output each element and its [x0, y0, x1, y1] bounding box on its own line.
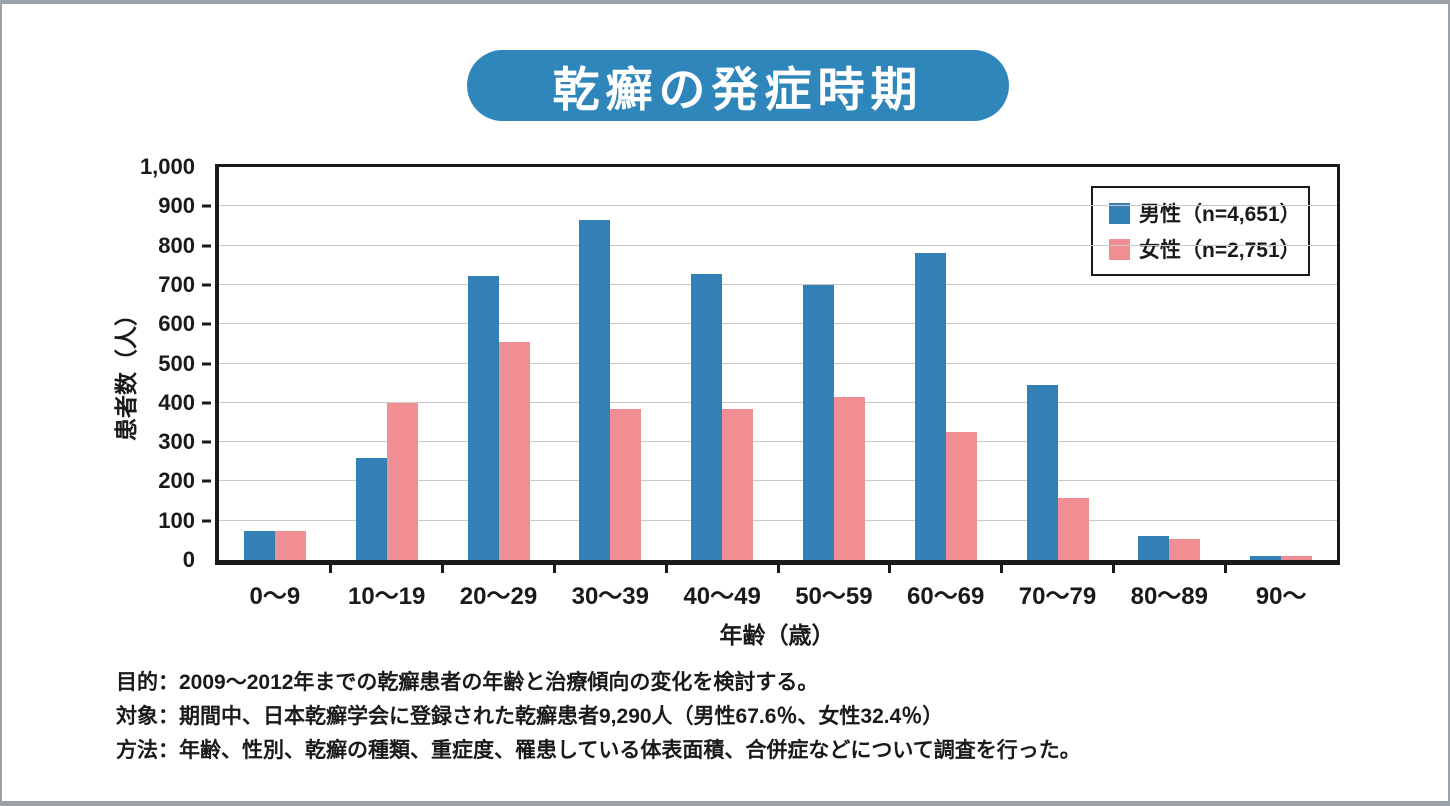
- bar-male-0〜9: [243, 530, 275, 560]
- female-swatch-icon: [1109, 238, 1130, 260]
- bar-female-80〜89: [1169, 539, 1201, 560]
- x-category-label: 90〜: [1255, 583, 1307, 610]
- y-axis-tick: [202, 479, 211, 483]
- gridline: [219, 362, 1337, 364]
- bar-female-70〜79: [1057, 497, 1089, 560]
- gridline: [219, 480, 1337, 482]
- x-category-label: 60〜69: [906, 583, 985, 610]
- y-tick-label: 600: [158, 311, 195, 337]
- x-category-label: 0〜9: [249, 583, 301, 610]
- male-swatch-icon: [1109, 202, 1130, 224]
- y-tick-label: 200: [158, 468, 195, 494]
- x-axis-tick: [664, 565, 668, 573]
- x-axis-tick: [441, 565, 445, 573]
- bar-male-30〜39: [579, 220, 611, 560]
- bar-male-90〜: [1250, 556, 1282, 560]
- x-axis-labels: 0〜9 10〜19 20〜29 30〜39 40〜49 50〜59 60〜69 70〜79 80…: [219, 576, 1337, 610]
- bar-female-60〜69: [945, 431, 977, 560]
- x-axis-tick: [329, 565, 333, 573]
- y-tick-label: 0: [182, 547, 195, 572]
- y-tick-label: 1,000: [139, 154, 195, 179]
- bar-male-50〜59: [802, 284, 834, 560]
- bar-male-40〜49: [691, 273, 723, 560]
- gridline: [219, 401, 1337, 403]
- x-category-label: 40〜49: [683, 583, 761, 610]
- bar-male-60〜69: [914, 252, 946, 560]
- x-axis-tick: [776, 565, 780, 573]
- x-category-label: 80〜89: [1130, 583, 1208, 610]
- gridline: [219, 519, 1337, 521]
- page-title: 乾癬の発症時期: [467, 50, 1009, 121]
- y-axis-tick: [202, 204, 211, 208]
- x-category-label: 50〜59: [795, 583, 873, 610]
- y-tick-label: 400: [158, 389, 195, 415]
- y-axis-tick: [202, 322, 211, 326]
- y-tick-label: 700: [158, 271, 195, 297]
- y-axis: 0 100 200 300 400 500 600 700 800 900 1,000: [2, 154, 211, 572]
- x-axis-title: 年齢（歳）: [719, 622, 835, 648]
- bar-female-10〜19: [386, 402, 418, 560]
- bar-female-40〜49: [722, 408, 754, 560]
- bar-male-80〜89: [1138, 536, 1170, 560]
- y-tick-label: 500: [158, 350, 195, 376]
- page-title-text: 乾癬の発症時期: [552, 63, 924, 116]
- bar-female-20〜29: [498, 341, 530, 560]
- x-axis-tick: [888, 565, 892, 573]
- note-line: 方法：年齢、性別、乾癬の種類、重症度、罹患している体表面積、合併症などについて調…: [116, 739, 1081, 762]
- y-axis-tick: [202, 362, 211, 365]
- y-axis-tick: [202, 401, 211, 405]
- y-tick-label: 300: [158, 429, 195, 455]
- y-axis-tick: [202, 440, 211, 444]
- y-axis-tick: [202, 283, 211, 287]
- y-axis-tick: [202, 244, 211, 248]
- x-axis-tick: [552, 565, 556, 573]
- gridline: [219, 441, 1337, 443]
- note-line: 目的：2009〜2012年までの乾癬患者の年齢と治療傾向の変化を検討する。: [116, 671, 819, 694]
- legend-item: 女性（n=2,751）: [1109, 234, 1301, 264]
- gridline: [219, 244, 1337, 246]
- x-axis-tick: [1223, 565, 1227, 573]
- x-axis-tick: [1000, 565, 1004, 573]
- bar-male-70〜79: [1026, 385, 1058, 560]
- gridline: [219, 283, 1337, 285]
- y-axis-tick: [202, 519, 211, 523]
- x-category-label: 10〜19: [347, 583, 426, 610]
- x-category-label: 30〜39: [571, 583, 649, 610]
- bar-female-90〜: [1281, 556, 1313, 560]
- y-tick-label: 100: [158, 507, 195, 533]
- y-tick-label: 800: [158, 232, 195, 258]
- gridline: [219, 205, 1337, 207]
- bar-female-0〜9: [274, 530, 306, 560]
- note-line: 対象：期間中、日本乾癬学会に登録された乾癬患者9,290人（男性67.6％、女性…: [116, 705, 944, 728]
- legend-label: 女性（n=2,751）: [1139, 239, 1301, 262]
- bar-male-20〜29: [467, 276, 499, 560]
- legend-label: 男性（n=4,651）: [1139, 203, 1301, 226]
- study-notes: 目的：2009〜2012年までの乾癬患者の年齢と治療傾向の変化を検討する。対象：…: [116, 666, 1081, 768]
- bar-female-30〜39: [610, 408, 642, 560]
- bar-female-50〜59: [833, 396, 865, 560]
- legend: 男性（n=4,651） 女性（n=2,751）: [1091, 186, 1310, 276]
- y-tick-label: 900: [158, 193, 195, 219]
- bar-male-10〜19: [355, 457, 387, 560]
- x-category-label: 20〜29: [459, 583, 538, 610]
- gridline: [219, 323, 1337, 325]
- legend-item: 男性（n=4,651）: [1109, 198, 1301, 228]
- x-axis-tick: [1111, 565, 1115, 573]
- x-category-label: 70〜79: [1018, 583, 1097, 610]
- plot-area: 男性（n=4,651） 女性（n=2,751）: [215, 164, 1340, 573]
